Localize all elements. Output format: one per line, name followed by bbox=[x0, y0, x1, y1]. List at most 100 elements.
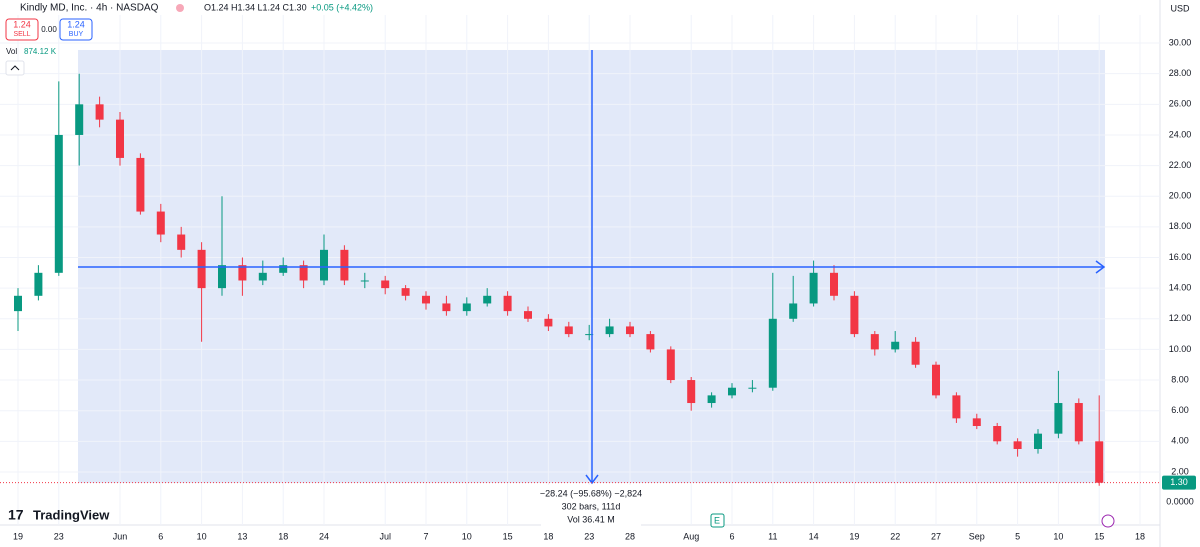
candle-body bbox=[544, 318, 553, 327]
candle-body bbox=[299, 265, 308, 281]
x-tick-label: 10 bbox=[197, 531, 207, 541]
x-tick-label: 6 bbox=[729, 531, 734, 541]
candle-body bbox=[850, 295, 859, 335]
candle-body bbox=[279, 265, 288, 273]
spread: 0.00 bbox=[41, 25, 57, 34]
candle-body bbox=[442, 303, 451, 312]
collapse-button[interactable] bbox=[5, 60, 25, 76]
candle-body bbox=[707, 395, 716, 404]
candle-body bbox=[605, 326, 614, 335]
candle-body bbox=[972, 418, 981, 427]
x-tick-label: 18 bbox=[278, 531, 288, 541]
collapse-icon bbox=[10, 65, 20, 71]
candle-body bbox=[911, 341, 920, 365]
x-tick-label: 14 bbox=[809, 531, 819, 541]
x-tick-label: 19 bbox=[849, 531, 859, 541]
candle-body bbox=[748, 387, 757, 389]
y-tick-label: 26.00 bbox=[1169, 99, 1192, 109]
symbol-badge[interactable] bbox=[176, 4, 184, 12]
candle-body bbox=[320, 249, 328, 281]
candle-body bbox=[136, 157, 145, 212]
x-tick-label: Jul bbox=[379, 531, 391, 541]
candle-body bbox=[564, 326, 573, 335]
y-tick-label: 10.00 bbox=[1169, 344, 1192, 354]
candle-body bbox=[95, 104, 104, 120]
earnings-badge[interactable] bbox=[710, 513, 725, 528]
candle-body bbox=[728, 387, 736, 396]
candle-body bbox=[258, 272, 267, 281]
candle-body bbox=[197, 249, 206, 289]
measure-arrow bbox=[1095, 260, 1106, 274]
candle-body bbox=[687, 380, 696, 404]
y-tick-label: 12.00 bbox=[1169, 313, 1192, 323]
candle-body bbox=[809, 272, 818, 304]
x-tick-label: 10 bbox=[462, 531, 472, 541]
candle-body bbox=[238, 265, 247, 281]
candle-body bbox=[952, 395, 961, 419]
y-tick-label: 2.00 bbox=[1171, 466, 1189, 476]
last-price-label: 1.30 bbox=[1170, 477, 1188, 487]
buy-price: 1.24 bbox=[67, 19, 85, 29]
candle-body bbox=[666, 349, 675, 381]
x-tick-label: Jun bbox=[113, 531, 128, 541]
x-tick-label: 13 bbox=[237, 531, 247, 541]
candle-body bbox=[34, 272, 43, 296]
candle-body bbox=[156, 211, 165, 235]
candle-body bbox=[401, 288, 410, 296]
logo: TradingView bbox=[33, 507, 110, 522]
candle-body bbox=[768, 318, 777, 388]
vol-label: Vol bbox=[6, 47, 17, 56]
x-tick-label: 10 bbox=[1053, 531, 1063, 541]
measure-text: Vol 36.41 M bbox=[567, 514, 615, 524]
vol-value: 874.12 K bbox=[24, 47, 57, 56]
y-tick-label: 24.00 bbox=[1169, 129, 1192, 139]
measure-box bbox=[541, 485, 641, 527]
candle-body bbox=[14, 295, 22, 312]
y-tick-label: 22.00 bbox=[1169, 160, 1192, 170]
sell-button[interactable] bbox=[5, 18, 39, 41]
last-price-tag bbox=[1162, 475, 1196, 490]
x-tick-label: 19 bbox=[13, 531, 23, 541]
candle-body bbox=[1054, 403, 1063, 434]
x-tick-label: 22 bbox=[890, 531, 900, 541]
candle-body bbox=[626, 326, 634, 335]
x-tick-label: 11 bbox=[768, 531, 777, 541]
event-badge[interactable] bbox=[1101, 514, 1115, 528]
logo-mark: 17 bbox=[8, 507, 24, 523]
y-tick-label: 14.00 bbox=[1169, 283, 1192, 293]
currency: USD bbox=[1170, 3, 1190, 13]
y-tick-label: 20.00 bbox=[1169, 191, 1192, 201]
y-tick-label: 28.00 bbox=[1169, 68, 1192, 78]
x-tick-label: 6 bbox=[158, 531, 163, 541]
x-tick-label: 28 bbox=[625, 531, 635, 541]
candle-body bbox=[360, 280, 369, 282]
candle-body bbox=[646, 334, 655, 350]
candle-body bbox=[830, 272, 838, 296]
y-tick-label: 6.00 bbox=[1171, 405, 1189, 415]
buy-button[interactable] bbox=[59, 18, 93, 41]
change: +0.05 (+4.42%) bbox=[311, 2, 373, 12]
candle-body bbox=[524, 311, 532, 319]
y-tick-label: 4.00 bbox=[1171, 436, 1189, 446]
candle-body bbox=[218, 265, 226, 289]
ohlc: O1.24 H1.34 L1.24 C1.30 bbox=[204, 2, 307, 12]
measure-text: 302 bars, 111d bbox=[562, 501, 621, 511]
y-tick-label: 18.00 bbox=[1169, 221, 1192, 231]
candle-body bbox=[381, 280, 390, 289]
y-tick-label: 30.00 bbox=[1169, 37, 1192, 47]
x-tick-label: 15 bbox=[503, 531, 513, 541]
candle-body bbox=[340, 249, 349, 281]
candle-body bbox=[1013, 441, 1022, 449]
x-tick-label: 7 bbox=[423, 531, 428, 541]
x-tick-label: 23 bbox=[584, 531, 594, 541]
earnings-label: E bbox=[714, 515, 720, 525]
candle-body bbox=[789, 303, 798, 319]
candle-body bbox=[177, 234, 186, 250]
sell-price: 1.24 bbox=[13, 19, 31, 29]
candle-body bbox=[422, 295, 430, 304]
x-tick-label: 15 bbox=[1094, 531, 1104, 541]
x-tick-label: 18 bbox=[1135, 531, 1145, 541]
x-tick-label: Aug bbox=[683, 531, 699, 541]
x-tick-label: 18 bbox=[543, 531, 553, 541]
